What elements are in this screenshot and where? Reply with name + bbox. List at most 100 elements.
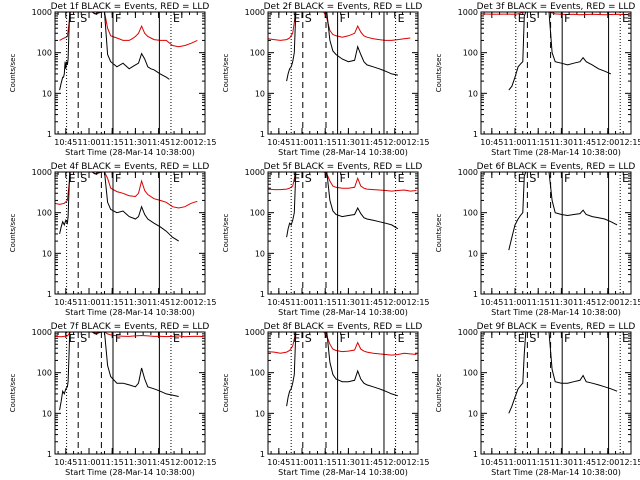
y-tick-label: 1000 [458, 328, 478, 337]
segment-marker: S [305, 12, 312, 25]
events-series-line [286, 332, 399, 407]
y-tick-label: 1000 [32, 328, 52, 337]
x-tick-label: 11:15 [314, 458, 337, 467]
y-tick-label: 10 [42, 89, 52, 98]
x-tick-label: 11:45 [147, 298, 170, 307]
panel-title: Det 6f BLACK = Events, RED = LLD [477, 162, 636, 172]
x-tick-label: 12:15 [193, 458, 216, 467]
y-tick-label: 1000 [245, 8, 265, 17]
segment-marker: E [398, 332, 405, 345]
events-series-line [286, 172, 399, 238]
x-tick-label: 12:00 [170, 138, 193, 147]
x-tick-label: 11:15 [527, 138, 550, 147]
x-axis-label: Start Time (28-Mar-14 10:38:00) [278, 468, 408, 477]
x-tick-label: 10:45 [54, 298, 77, 307]
panel-title: Det 3f BLACK = Events, RED = LLD [477, 2, 636, 12]
segment-marker: E [398, 12, 405, 25]
plot-frame [267, 171, 419, 295]
x-tick-label: 11:00 [503, 298, 526, 307]
x-tick-label: 11:15 [314, 298, 337, 307]
panel-2: Det 2f BLACK = Events, RED = LLD Counts/s… [222, 2, 430, 157]
segment-marker: S [305, 332, 312, 345]
x-tick-label: 12:15 [193, 138, 216, 147]
y-tick-label: 10 [468, 409, 478, 418]
lld-series-line [481, 12, 630, 16]
lld-series-line [268, 332, 417, 356]
panel-title: Det 5f BLACK = Events, RED = LLD [264, 162, 423, 172]
y-tick-label: 10 [255, 249, 265, 258]
y-tick-label: 1 [47, 450, 52, 459]
segment-marker: E [69, 332, 76, 345]
events-series-line [59, 12, 170, 91]
y-tick-label: 100 [463, 209, 478, 218]
x-tick-label: 11:30 [124, 298, 147, 307]
x-axis-label: Start Time (28-Mar-14 10:38:00) [491, 308, 621, 317]
segment-marker: S [80, 12, 87, 25]
y-tick-label: 1 [473, 130, 478, 139]
segment-marker: S [305, 172, 312, 185]
x-tick-label: 11:45 [573, 138, 596, 147]
x-tick-label: 10:45 [54, 458, 77, 467]
y-axis-label: Counts/sec [435, 214, 443, 253]
plot-frame [54, 171, 206, 295]
events-series-line [59, 172, 179, 242]
x-axis-label: Start Time (28-Mar-14 10:38:00) [491, 468, 621, 477]
x-tick-label: 11:45 [360, 138, 383, 147]
y-axis-label: Counts/sec [222, 214, 230, 253]
segment-marker: S [529, 172, 536, 185]
x-tick-label: 10:45 [54, 138, 77, 147]
x-tick-label: 12:15 [619, 298, 640, 307]
segment-marker: E [622, 172, 629, 185]
x-tick-label: 12:15 [406, 138, 429, 147]
segment-marker: E [69, 172, 76, 185]
x-tick-label: 11:00 [77, 458, 100, 467]
segment-marker: E [69, 12, 76, 25]
segment-marker: F [564, 12, 570, 25]
plot-frame [480, 171, 632, 295]
events-series-line [508, 332, 618, 414]
x-axis-label: Start Time (28-Mar-14 10:38:00) [65, 468, 195, 477]
x-tick-label: 11:45 [573, 298, 596, 307]
y-tick-label: 1000 [32, 8, 52, 17]
plot-frame [54, 331, 206, 455]
y-tick-label: 10 [255, 409, 265, 418]
y-axis-label: Counts/sec [222, 54, 230, 93]
x-tick-label: 10:45 [480, 298, 503, 307]
x-tick-label: 11:30 [550, 298, 573, 307]
segment-marker: F [340, 12, 346, 25]
lld-series-line [268, 12, 411, 41]
x-tick-label: 11:00 [503, 458, 526, 467]
y-tick-label: 100 [463, 49, 478, 58]
x-axis-label: Start Time (28-Mar-14 10:38:00) [65, 148, 195, 157]
x-tick-label: 12:00 [596, 138, 619, 147]
y-tick-label: 1000 [458, 8, 478, 17]
panel-title: Det 8f BLACK = Events, RED = LLD [264, 322, 423, 332]
segment-marker: S [529, 12, 536, 25]
y-tick-label: 1 [473, 290, 478, 299]
x-tick-label: 11:30 [337, 458, 360, 467]
panel-title: Det 7f BLACK = Events, RED = LLD [51, 322, 210, 332]
y-tick-label: 1 [47, 130, 52, 139]
x-axis-label: Start Time (28-Mar-14 10:38:00) [65, 308, 195, 317]
x-tick-label: 11:45 [360, 458, 383, 467]
events-series-line [508, 12, 612, 91]
x-tick-label: 11:15 [101, 298, 124, 307]
segment-marker: F [564, 332, 570, 345]
panel-3: Det 3f BLACK = Events, RED = LLD Counts/s… [435, 2, 640, 157]
panel-4: Det 4f BLACK = Events, RED = LLD Counts/s… [9, 162, 217, 317]
segment-marker: E [518, 332, 525, 345]
lld-series-line [55, 332, 204, 338]
x-axis-label: Start Time (28-Mar-14 10:38:00) [278, 308, 408, 317]
lld-series-line [59, 12, 198, 48]
segment-marker: E [293, 12, 300, 25]
y-tick-label: 100 [37, 209, 52, 218]
x-tick-label: 11:45 [147, 458, 170, 467]
y-tick-label: 10 [42, 409, 52, 418]
segment-marker: E [293, 172, 300, 185]
segment-marker: E [173, 332, 180, 345]
plot-frame [480, 11, 632, 135]
segment-marker: S [80, 332, 87, 345]
y-tick-label: 100 [37, 49, 52, 58]
panel-title: Det 4f BLACK = Events, RED = LLD [51, 162, 210, 172]
segment-marker: F [115, 12, 121, 25]
